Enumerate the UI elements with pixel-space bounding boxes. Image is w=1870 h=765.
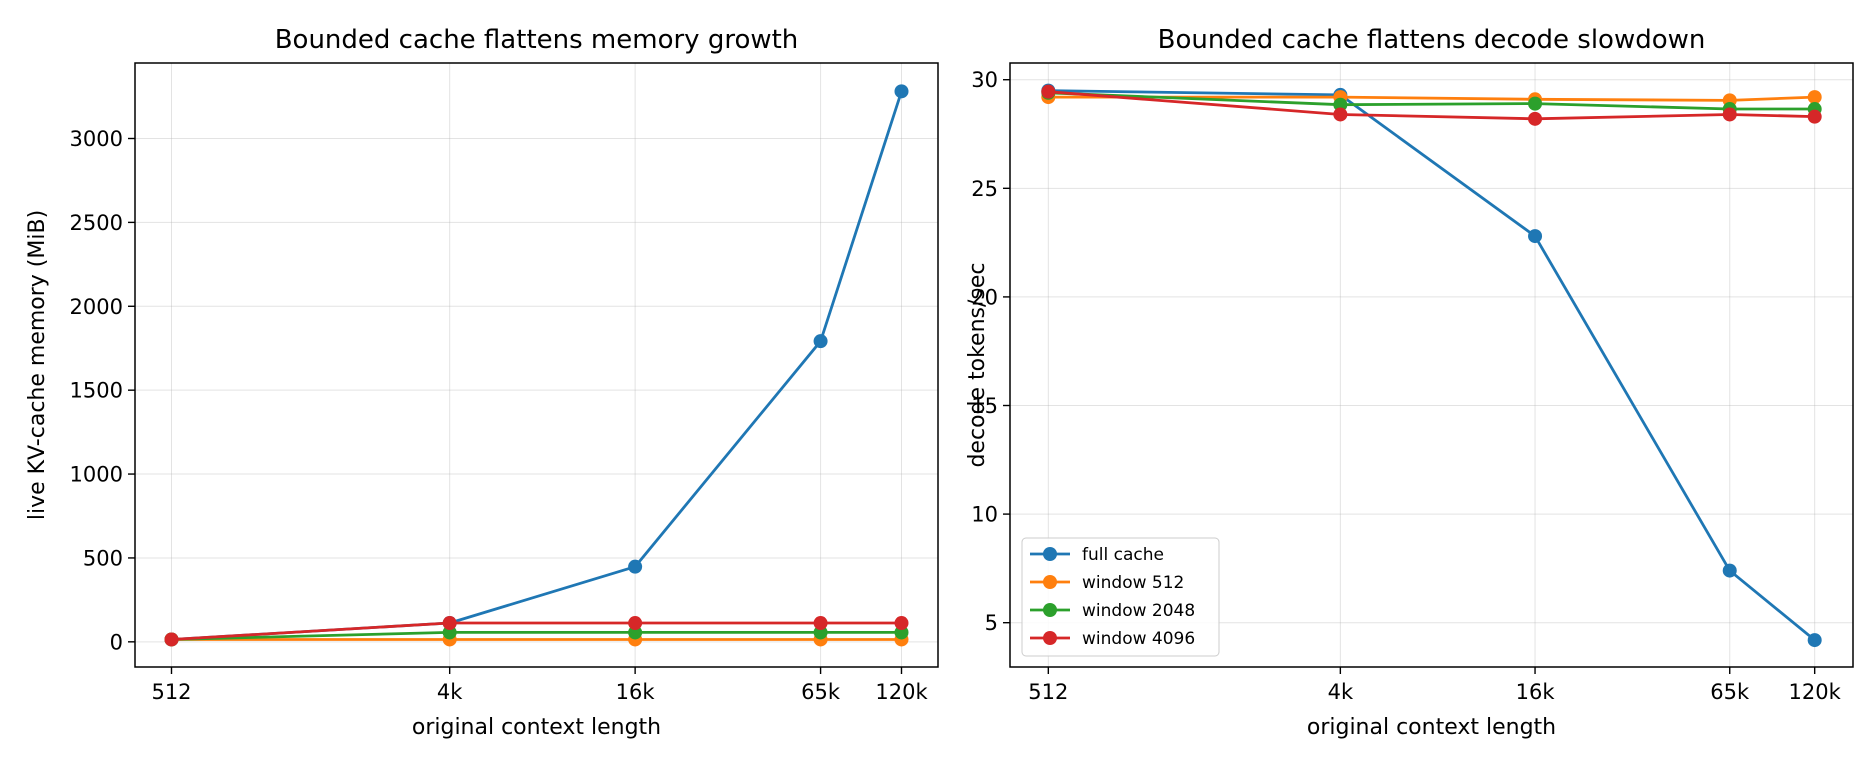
memory-chart-title: Bounded cache flattens memory growth [275,25,799,55]
throughput-y-tick-label: 25 [971,177,998,201]
throughput-point-window-4096 [1722,107,1737,122]
throughput-point-window-2048 [1528,96,1543,111]
memory-series-window-4096 [164,616,909,647]
throughput-x-tick-label: 120k [1789,680,1842,704]
throughput-chart-title: Bounded cache flattens decode slowdown [1158,25,1706,55]
legend-swatch-marker [1043,575,1057,589]
legend-item-window-2048: window 2048 [1030,601,1195,621]
memory-y-tick-label: 1500 [70,379,123,403]
memory-point-window-4096 [628,616,643,631]
memory-y-tick-label: 1000 [70,463,123,487]
memory-point-full-cache [813,334,828,349]
memory-point-window-4096 [894,616,909,631]
legend-label: window 2048 [1082,601,1195,621]
legend-swatch-marker [1043,547,1057,561]
memory-y-axis-label: live KV-cache memory (MiB) [25,210,50,520]
throughput-y-tick-label: 10 [971,503,998,527]
legend-item-full-cache: full cache [1030,545,1164,565]
throughput-y-tick-label: 30 [971,68,998,92]
throughput-point-window-512 [1807,90,1822,105]
memory-y-tick-label: 2000 [70,295,123,319]
memory-y-tick-label: 3000 [70,127,123,151]
memory-y-tick-label: 500 [83,546,123,570]
throughput-point-window-4096 [1333,107,1348,122]
memory-x-tick-label: 4k [437,680,463,704]
legend-label: full cache [1082,545,1164,565]
memory-y-tick-label: 2500 [70,211,123,235]
throughput-y-axis-label: decode tokens/sec [965,262,990,467]
throughput-point-full-cache [1528,229,1543,244]
memory-line-full-cache [171,90,903,641]
memory-series [164,84,909,647]
legend-swatch-marker [1043,631,1057,645]
memory-x-tick-label: 512 [151,680,191,704]
throughput-series-window-4096 [1041,84,1822,126]
legend-label: window 4096 [1082,629,1195,649]
throughput-point-window-4096 [1528,111,1543,126]
memory-series-window-2048 [164,625,909,647]
throughput-point-window-4096 [1041,84,1056,99]
memory-point-full-cache [628,559,643,574]
memory-x-tick-label: 120k [875,680,928,704]
throughput-point-window-2048 [1333,97,1348,112]
legend-box [1021,537,1220,657]
memory-x-tick-label: 16k [616,680,656,704]
memory-series-full-cache [164,84,909,647]
throughput-point-full-cache [1722,563,1737,578]
throughput-ticks: 512 4k 16k 65k 120k 5 10 15 20 25 30 [971,68,1841,704]
throughput-axes-frame [1009,62,1854,668]
memory-x-tick-label: 65k [801,680,841,704]
throughput-x-tick-label: 16k [1516,680,1556,704]
throughput-x-tick-label: 512 [1028,680,1068,704]
throughput-x-tick-label: 65k [1710,680,1750,704]
throughput-point-full-cache [1807,633,1822,648]
throughput-series [1041,83,1822,648]
legend: full cache window 512 window 2048 window 40… [1021,537,1220,657]
memory-axes-frame [134,62,939,668]
throughput-x-tick-label: 4k [1328,680,1354,704]
legend-swatch-marker [1043,603,1057,617]
throughput-chart: 512 4k 16k 65k 120k 5 10 15 20 25 30 full cache win… [965,25,1854,740]
throughput-point-window-4096 [1807,109,1822,124]
legend-item-window-512: window 512 [1030,573,1184,593]
throughput-x-axis-label: original context length [1307,715,1556,740]
memory-chart: 512 4k 16k 65k 120k050010001500200025003000 … [25,25,939,740]
throughput-y-tick-label: 5 [985,611,998,635]
memory-point-window-4096 [164,632,179,647]
memory-point-window-4096 [813,616,828,631]
legend-label: window 512 [1082,573,1184,593]
memory-y-tick-label: 0 [110,630,123,654]
memory-point-window-4096 [442,616,457,631]
memory-x-axis-label: original context length [412,715,661,740]
legend-item-window-4096: window 4096 [1030,629,1195,649]
memory-gridlines [135,63,938,667]
memory-ticks: 512 4k 16k 65k 120k 0 500 1000 1500 2000 2500 3000 [70,127,929,704]
throughput-y-tick-label: 15 [971,394,998,418]
memory-point-full-cache [894,84,909,99]
throughput-y-tick-label: 20 [971,285,998,309]
